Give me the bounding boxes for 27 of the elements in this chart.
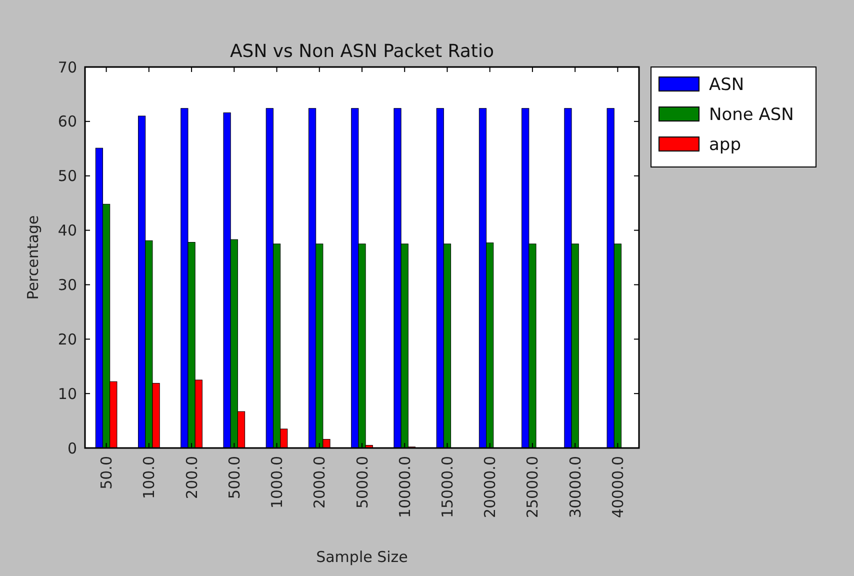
x-tick-label: 100.0 — [140, 456, 158, 499]
x-tick-label: 30000.0 — [566, 456, 584, 518]
x-tick-label: 2000.0 — [310, 456, 329, 508]
x-tick-label: 50.0 — [98, 456, 116, 490]
legend-label: app — [709, 134, 741, 155]
x-tick-label: 40000.0 — [608, 456, 627, 518]
y-tick-label: 30 — [58, 276, 77, 294]
y-tick-label: 0 — [67, 439, 77, 458]
x-tick-label: 200.0 — [182, 456, 201, 499]
y-tick-label: 10 — [58, 384, 77, 403]
y-tick-label: 60 — [58, 112, 77, 131]
y-tick-label: 40 — [58, 222, 77, 240]
x-tick-label: 20000.0 — [481, 456, 500, 518]
x-tick-label: 5000.0 — [353, 456, 372, 508]
y-tick-label: 70 — [58, 58, 77, 76]
x-tick-label: 25000.0 — [524, 456, 542, 518]
legend-label: ASN — [709, 74, 744, 95]
x-tick-label: 1000.0 — [268, 456, 286, 508]
x-tick-label: 500.0 — [225, 456, 244, 499]
x-axis-title: Sample Size — [316, 548, 408, 566]
x-tick-label: 10000.0 — [396, 456, 414, 518]
y-tick-label: 50 — [58, 167, 77, 186]
y-tick-label: 20 — [58, 330, 77, 348]
legend-label: None ASN — [709, 104, 794, 125]
x-tick-label: 15000.0 — [438, 456, 456, 518]
chart-title: ASN vs Non ASN Packet Ratio — [230, 41, 494, 62]
y-axis-title: Percentage — [24, 215, 42, 300]
